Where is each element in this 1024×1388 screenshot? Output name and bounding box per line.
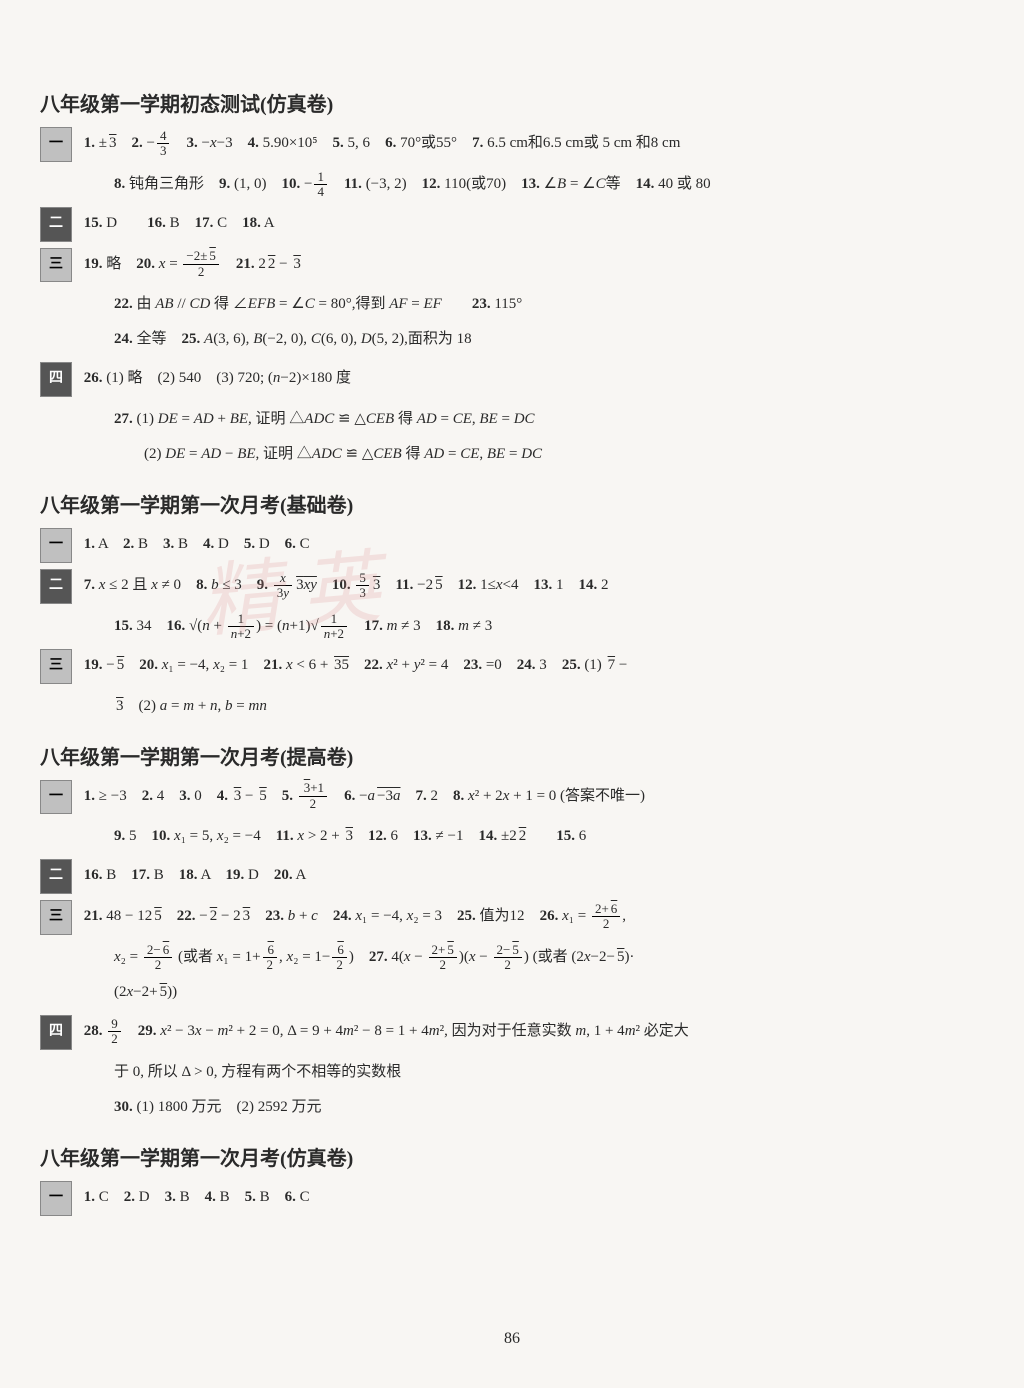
s1g2-line1: 二 15. D 16. B 17. C 18. A bbox=[40, 207, 984, 242]
section4-title: 八年级第一学期第一次月考(仿真卷) bbox=[40, 1142, 984, 1171]
badge-three: 三 bbox=[40, 649, 72, 684]
s2g3-line2: 3 (2) a = m + n, b = mn bbox=[114, 690, 984, 723]
badge-two: 二 bbox=[40, 207, 72, 242]
s3g1-line1: 一 1. ≥ −3 2. 4 3. 0 4. 3 − 5 5. 3+12 6. … bbox=[40, 780, 984, 815]
s3g4-line1: 四 28. 92 29. x² − 3x − m² + 2 = 0, Δ = 9… bbox=[40, 1015, 984, 1050]
badge-four: 四 bbox=[40, 1015, 72, 1050]
s3g3-line2: x₂ = 2−62 (或者 x₁ = 1+62, x₂ = 1−62) 27. … bbox=[114, 941, 984, 974]
s3g4-line3: 30. (1) 1800 万元 (2) 2592 万元 bbox=[114, 1091, 984, 1124]
s4g1-line1: 一 1. C 2. D 3. B 4. B 5. B 6. C bbox=[40, 1181, 984, 1216]
section2-title: 八年级第一学期第一次月考(基础卷) bbox=[40, 489, 984, 518]
section3-title: 八年级第一学期第一次月考(提高卷) bbox=[40, 741, 984, 770]
s1g4-line1: 四 26. (1) 略 (2) 540 (3) 720; (n−2)×180 度 bbox=[40, 362, 984, 397]
s3g4-line2: 于 0, 所以 Δ > 0, 方程有两个不相等的实数根 bbox=[114, 1056, 984, 1089]
badge-one: 一 bbox=[40, 127, 72, 162]
s2g1-line1: 一 1. A 2. B 3. B 4. D 5. D 6. C bbox=[40, 528, 984, 563]
s1g3-line1: 三 19. 略 20. x = −2±52 21. 22 − 3 bbox=[40, 248, 984, 283]
s3g3-line1: 三 21. 48 − 125 22. −2 − 23 23. b + c 24.… bbox=[40, 900, 984, 935]
s1g1-line1: 一 1. ±3 2. −43 3. −x−3 4. 5.90×10⁵ 5. 5,… bbox=[40, 127, 984, 162]
page-number: 86 bbox=[504, 1330, 520, 1348]
s3g1-line2: 9. 5 10. x₁ = 5, x₂ = −4 11. x > 2 + 3 1… bbox=[114, 820, 984, 853]
s3g3-line3: (2x−2+5)) bbox=[114, 976, 984, 1009]
badge-two: 二 bbox=[40, 859, 72, 894]
badge-four: 四 bbox=[40, 362, 72, 397]
badge-one: 一 bbox=[40, 780, 72, 815]
s2g2-line2: 15. 34 16. √(n + 1n+2) = (n+1)√1n+2 17. … bbox=[114, 610, 984, 643]
s1g4-line2: 27. (1) DE = AD + BE, 证明 △ADC ≌ △CEB 得 A… bbox=[114, 403, 984, 436]
s1g1-line2: 8. 钝角三角形 9. (1, 0) 10. −14 11. (−3, 2) 1… bbox=[114, 168, 984, 201]
s3g2-line1: 二 16. B 17. B 18. A 19. D 20. A bbox=[40, 859, 984, 894]
badge-three: 三 bbox=[40, 248, 72, 283]
s1g4-line3: (2) DE = AD − BE, 证明 △ADC ≌ △CEB 得 AD = … bbox=[114, 438, 984, 471]
badge-one: 一 bbox=[40, 1181, 72, 1216]
s1g3-line2: 22. 由 AB // CD 得 ∠EFB = ∠C = 80°,得到 AF =… bbox=[114, 288, 984, 321]
s2g3-line1: 三 19. −5 20. x₁ = −4, x₂ = 1 21. x < 6 +… bbox=[40, 649, 984, 684]
badge-three: 三 bbox=[40, 900, 72, 935]
s2g2-line1: 二 7. x ≤ 2 且 x ≠ 0 8. b ≤ 3 9. x3y3xy 10… bbox=[40, 569, 984, 604]
section1-title: 八年级第一学期初态测试(仿真卷) bbox=[40, 88, 984, 117]
badge-one: 一 bbox=[40, 528, 72, 563]
s1g3-line3: 24. 全等 25. A(3, 6), B(−2, 0), C(6, 0), D… bbox=[114, 323, 984, 356]
badge-two: 二 bbox=[40, 569, 72, 604]
